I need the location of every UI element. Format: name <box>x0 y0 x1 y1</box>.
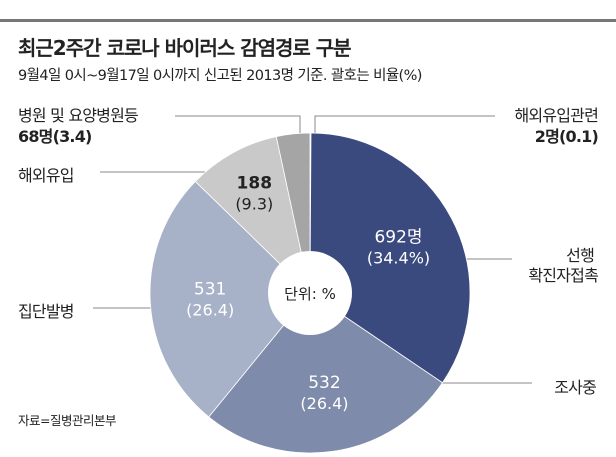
label-overseas-related: 해외유입관련 <box>514 106 598 125</box>
slice-value-label: 531 <box>194 280 226 300</box>
label-contact-1: 선행 <box>566 246 595 265</box>
center-unit-label: 단위: % <box>284 285 336 303</box>
top-rule <box>0 19 616 22</box>
pie-slice <box>194 136 311 295</box>
value-overseas-related: 2명(0.1) <box>534 127 599 146</box>
source-note: 자료=질병관리본부 <box>18 413 116 428</box>
leader-line <box>314 115 495 136</box>
value-hospital: 68명(3.4) <box>18 127 92 146</box>
slice-value-label: 692명 <box>374 227 422 247</box>
pie-slice <box>208 292 444 454</box>
slice-value-label: 188 <box>237 173 273 193</box>
slice-value-label: 532 <box>308 373 340 393</box>
pie-slice <box>149 180 311 418</box>
label-cluster: 집단발병 <box>18 302 74 321</box>
slice-percent-label: (9.3) <box>235 194 273 213</box>
slice-percent-label: (26.4) <box>186 301 234 320</box>
chart-subtitle: 9월4일 0시~9월17일 0시까지 신고된 2013명 기준. 괄호는 비율(… <box>18 68 422 84</box>
slice-percent-label: (34.4%) <box>367 248 430 267</box>
label-hospital: 병원 및 요양병원등 <box>18 106 139 125</box>
label-overseas: 해외유입 <box>18 166 74 185</box>
slice-percent-label: (26.4) <box>300 394 348 413</box>
leader-line <box>175 115 301 136</box>
pie-slice <box>309 132 471 384</box>
label-contact-2: 확진자접촉 <box>528 266 598 285</box>
donut-hole <box>268 251 352 335</box>
label-investigating: 조사중 <box>554 378 597 397</box>
chart-title: 최근2주간 코로나 바이러스 감염경로 구분 <box>18 36 352 60</box>
